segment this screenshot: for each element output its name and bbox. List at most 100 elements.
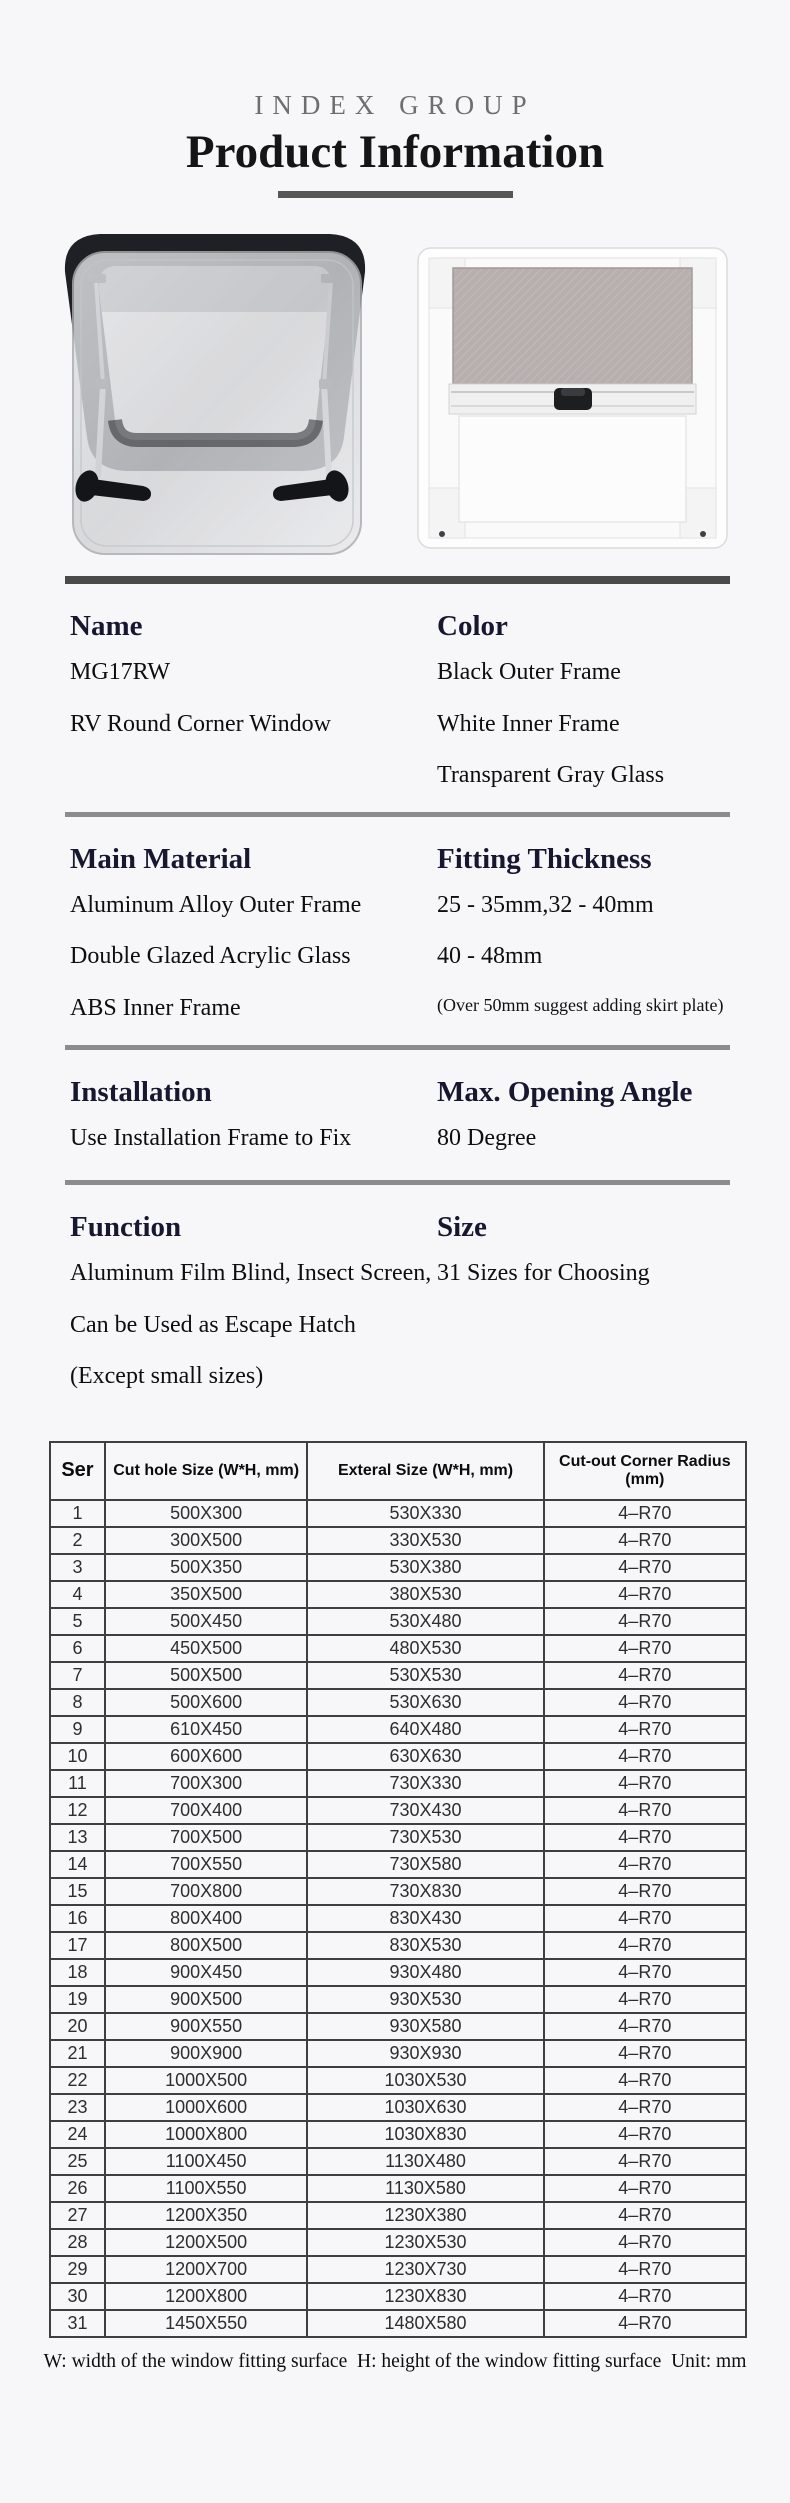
ser-cell: 18 — [49, 1957, 106, 1987]
cut-hole-size-cell: 900X450 — [103, 1957, 309, 1987]
external-size-cell: 730X530 — [306, 1822, 545, 1852]
ser-cell: 28 — [49, 2227, 106, 2257]
size-table-row: 16 800X400 830X430 4–R70 — [49, 1903, 748, 1933]
spec-value: ABS Inner Frame — [70, 994, 241, 1021]
spec-main-material: Main Material Aluminum Alloy Outer Frame… — [70, 843, 437, 1023]
cut-hole-size-cell: 1200X350 — [103, 2200, 309, 2230]
cut-hole-size-cell: 1000X600 — [103, 2092, 309, 2122]
corner-radius-cell: 4–R70 — [542, 1984, 748, 2014]
size-table-row: 13 700X500 730X530 4–R70 — [49, 1822, 748, 1852]
spec-heading-size: Size — [437, 1211, 487, 1244]
section-installation-angle: Installation Use Installation Frame to F… — [0, 1050, 790, 1181]
cut-hole-size-cell: 1100X450 — [103, 2146, 309, 2176]
ser-cell: 13 — [49, 1822, 106, 1852]
spec-heading-name: Name — [70, 610, 143, 642]
corner-radius-cell: 4–R70 — [542, 2281, 748, 2311]
external-size-cell: 1030X530 — [306, 2065, 545, 2095]
corner-radius-cell: 4–R70 — [542, 1687, 748, 1717]
corner-radius-cell: 4–R70 — [542, 1579, 748, 1609]
spec-name: Name MG17RW RV Round Corner Window — [70, 610, 437, 790]
ser-cell: 30 — [49, 2281, 106, 2311]
size-table-row: 18 900X450 930X480 4–R70 — [49, 1957, 748, 1987]
corner-radius-cell: 4–R70 — [542, 2119, 748, 2149]
ser-cell: 7 — [49, 1660, 106, 1690]
ser-cell: 14 — [49, 1849, 106, 1879]
spec-value: MG17RW — [70, 659, 171, 685]
external-size-cell: 380X530 — [306, 1579, 545, 1609]
spec-value: (Except small sizes) — [70, 1363, 264, 1390]
ser-cell: 8 — [49, 1687, 106, 1717]
corner-radius-cell: 4–R70 — [542, 1660, 748, 1690]
external-size-cell: 830X430 — [306, 1903, 545, 1933]
corner-radius-cell: 4–R70 — [542, 1903, 748, 1933]
cut-hole-size-cell: 450X500 — [103, 1633, 309, 1663]
spec-color: Color Black Outer Frame White Inner Fram… — [437, 610, 770, 790]
corner-radius-cell: 4–R70 — [542, 1768, 748, 1798]
ser-cell: 23 — [49, 2092, 106, 2122]
spec-heading-max-opening-angle: Max. Opening Angle — [437, 1075, 693, 1108]
size-table-row: 5 500X450 530X480 4–R70 — [49, 1606, 748, 1636]
spec-value: Aluminum Film Blind, Insect Screen, — [70, 1260, 432, 1287]
col-header-corner-radius: Cut-out Corner Radius (mm) — [542, 1440, 748, 1501]
divider — [65, 1044, 730, 1050]
spec-value: Can be Used as Escape Hatch — [70, 1311, 356, 1338]
col-header-cut-hole-size: Cut hole Size (W*H, mm) — [103, 1440, 309, 1501]
product-image-open-window — [64, 234, 366, 555]
cut-hole-size-cell: 500X300 — [103, 1498, 309, 1528]
ser-cell: 16 — [49, 1903, 106, 1933]
ser-cell: 3 — [49, 1552, 106, 1582]
ser-cell: 22 — [49, 2065, 106, 2095]
size-table-row: 20 900X550 930X580 4–R70 — [49, 2011, 748, 2041]
corner-radius-cell: 4–R70 — [542, 2065, 748, 2095]
size-table-row: 9 610X450 640X480 4–R70 — [49, 1714, 748, 1744]
spec-value: Transparent Gray Glass — [437, 762, 665, 789]
col-header-external-size: Exteral Size (W*H, mm) — [306, 1440, 545, 1501]
size-table-row: 2 300X500 330X530 4–R70 — [49, 1525, 748, 1555]
external-size-cell: 930X580 — [306, 2011, 545, 2041]
section-function-size: Function Aluminum Film Blind, Insect Scr… — [0, 1185, 790, 1413]
corner-radius-cell: 4–R70 — [542, 1633, 748, 1663]
corner-radius-cell: 4–R70 — [542, 1741, 748, 1771]
size-table-row: 15 700X800 730X830 4–R70 — [49, 1876, 748, 1906]
size-table-row: 27 1200X350 1230X380 4–R70 — [49, 2200, 748, 2230]
cut-hole-size-cell: 900X900 — [103, 2038, 309, 2068]
section-name-color: Name MG17RW RV Round Corner Window Color… — [0, 584, 790, 812]
cut-hole-size-cell: 600X600 — [103, 1741, 309, 1771]
external-size-cell: 930X480 — [306, 1957, 545, 1987]
cut-hole-size-cell: 1000X800 — [103, 2119, 309, 2149]
external-size-cell: 930X530 — [306, 1984, 545, 2014]
size-table-row: 29 1200X700 1230X730 4–R70 — [49, 2254, 748, 2284]
spec-fitting-thickness: Fitting Thickness 25 - 35mm,32 - 40mm 40… — [437, 843, 770, 1023]
ser-cell: 2 — [49, 1525, 106, 1555]
brand-title: INDEX GROUP — [254, 90, 536, 120]
corner-radius-cell: 4–R70 — [542, 2038, 748, 2068]
corner-radius-cell: 4–R70 — [542, 1957, 748, 1987]
page-title: Product Information — [185, 126, 605, 178]
external-size-cell: 730X330 — [306, 1768, 545, 1798]
size-table-row: 1 500X300 530X330 4–R70 — [49, 1498, 748, 1528]
corner-radius-cell: 4–R70 — [542, 1795, 748, 1825]
corner-radius-cell: 4–R70 — [542, 1876, 748, 1906]
cut-hole-size-cell: 700X800 — [103, 1876, 309, 1906]
ser-cell: 21 — [49, 2038, 106, 2068]
ser-cell: 25 — [49, 2146, 106, 2176]
ser-cell: 15 — [49, 1876, 106, 1906]
external-size-cell: 830X530 — [306, 1930, 545, 1960]
size-table-row: 7 500X500 530X530 4–R70 — [49, 1660, 748, 1690]
external-size-cell: 330X530 — [306, 1525, 545, 1555]
cut-hole-size-cell: 900X550 — [103, 2011, 309, 2041]
external-size-cell: 930X930 — [306, 2038, 545, 2068]
product-images — [0, 198, 790, 570]
cut-hole-size-cell: 1200X700 — [103, 2254, 309, 2284]
cut-hole-size-cell: 500X500 — [103, 1660, 309, 1690]
cut-hole-size-cell: 900X500 — [103, 1984, 309, 2014]
corner-radius-cell: 4–R70 — [542, 1606, 748, 1636]
external-size-cell: 530X630 — [306, 1687, 545, 1717]
corner-radius-cell: 4–R70 — [542, 2146, 748, 2176]
ser-cell: 1 — [49, 1498, 106, 1528]
external-size-cell: 1130X480 — [306, 2146, 545, 2176]
cut-hole-size-cell: 1000X500 — [103, 2065, 309, 2095]
external-size-cell: 530X530 — [306, 1660, 545, 1690]
size-table-row: 24 1000X800 1030X830 4–R70 — [49, 2119, 748, 2149]
cut-hole-size-cell: 300X500 — [103, 1525, 309, 1555]
